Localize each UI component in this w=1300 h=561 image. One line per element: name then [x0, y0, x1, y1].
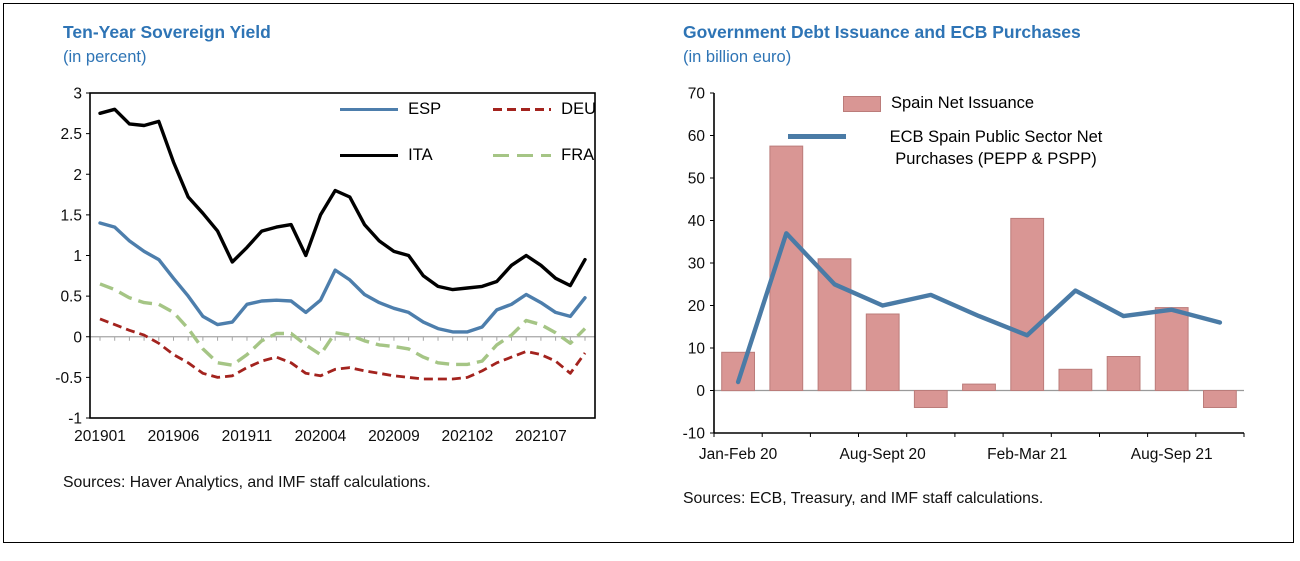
bar-spain-net-issuance [1203, 390, 1237, 408]
issuance-chart-source: Sources: ECB, Treasury, and IMF staff ca… [683, 490, 1044, 507]
issuance-chart-subtitle: (in billion euro) [683, 48, 792, 66]
x-tick-label: Aug-Sep 21 [1131, 446, 1213, 463]
yield-chart-subtitle: (in percent) [63, 48, 147, 66]
yield-chart-source: Sources: Haver Analytics, and IMF staff … [63, 474, 431, 491]
legend-swatch-issuance-icon [843, 95, 881, 112]
x-tick-label: 201906 [148, 428, 200, 445]
series-ita [98, 107, 587, 292]
yield-legend: ESP DEU ITA FRA [340, 100, 596, 165]
yield-plot-area: 3 2.5 2 1.5 1 0.5 0 -0.5 -1 201901 201906 201911 202… [48, 84, 638, 452]
yield-chart: Ten-Year Sovereign Yield (in percent) 3 2… [48, 20, 638, 492]
x-tick-label: Feb-Mar 21 [987, 446, 1067, 463]
legend-item-spain-issuance: Spain Net Issuance [788, 94, 1228, 113]
y-tick-label: 2 [73, 167, 82, 184]
y-tick-label: 50 [688, 171, 706, 188]
y-tick-label: -10 [683, 426, 706, 443]
line-ecb-net-purchases [735, 231, 1223, 385]
legend-line-ita-icon [340, 153, 399, 158]
bar-spain-net-issuance [721, 351, 755, 392]
legend-item-deu: DEU [493, 100, 596, 119]
legend-line-deu-icon [493, 107, 552, 112]
y-tick-label: 30 [688, 256, 706, 273]
y-tick-label: 1 [73, 248, 82, 265]
legend-label-ecb-purchases: ECB Spain Public Sector Net Purchases (P… [889, 128, 1103, 168]
legend-label-ita: ITA [408, 146, 433, 164]
legend-label-spain-issuance: Spain Net Issuance [891, 94, 1035, 112]
y-tick-label: 0 [73, 329, 82, 346]
y-tick-label: 0.5 [60, 289, 82, 306]
x-tick-label: 202102 [442, 428, 494, 445]
bar-spain-net-issuance [817, 258, 852, 392]
x-tick-label: 202009 [368, 428, 420, 445]
y-tick-label: -1 [68, 411, 82, 428]
legend-line-esp-icon [340, 107, 399, 112]
issuance-chart-title: Government Debt Issuance and ECB Purchas… [683, 22, 1081, 42]
y-tick-label: 2.5 [60, 126, 82, 143]
yield-chart-title: Ten-Year Sovereign Yield [63, 22, 271, 42]
y-tick-label: 70 [688, 86, 706, 103]
bar-spain-net-issuance [962, 383, 996, 392]
bar-spain-net-issuance [1010, 217, 1045, 391]
y-tick-label: -0.5 [55, 370, 82, 387]
legend-line-ecb-icon [788, 134, 846, 139]
x-tick-label: Aug-Sept 20 [840, 446, 927, 463]
x-tick-label: 202107 [515, 428, 567, 445]
issuance-legend: Spain Net Issuance ECB Spain Public Sect… [788, 94, 1228, 170]
y-tick-label: 10 [688, 341, 706, 358]
bar-spain-net-issuance [913, 390, 948, 408]
issuance-chart: Government Debt Issuance and ECB Purchas… [668, 20, 1280, 508]
y-tick-label: 60 [688, 128, 706, 145]
y-tick-label: 3 [73, 86, 82, 103]
legend-line-fra-icon [493, 153, 552, 158]
bar-spain-net-issuance [1058, 368, 1093, 392]
x-tick-label: 202004 [295, 428, 347, 445]
y-tick-label: 20 [688, 298, 706, 315]
bar-spain-net-issuance [1154, 307, 1189, 392]
plot-border [89, 92, 596, 419]
series-fra [99, 282, 587, 367]
x-tick-label: 201901 [74, 428, 126, 445]
bar-spain-net-issuance [1106, 356, 1141, 391]
series-esp [98, 221, 587, 334]
legend-label-fra: FRA [561, 146, 595, 164]
series-deu [99, 317, 587, 381]
bar-spain-net-issuance [865, 313, 900, 391]
x-tick-label: 201911 [222, 428, 273, 445]
y-tick-label: 0 [696, 383, 705, 400]
issuance-plot-area: 70 60 50 40 30 20 10 0 -10 Jan-Feb 20 Aug-Sept 20 F… [668, 84, 1280, 468]
bar-spain-net-issuance [769, 145, 804, 391]
y-tick-label: 1.5 [60, 207, 82, 224]
y-tick-label: 40 [688, 213, 706, 230]
legend-item-ita: ITA [340, 146, 441, 165]
legend-label-deu: DEU [561, 100, 596, 118]
legend-item-esp: ESP [340, 100, 441, 119]
legend-item-fra: FRA [493, 146, 596, 165]
legend-label-esp: ESP [408, 100, 442, 118]
issuance-plot-svg: 70 60 50 40 30 20 10 0 -10 Jan-Feb 20 Aug-Sept 20 F… [683, 86, 1245, 463]
legend-item-ecb-purchases: ECB Spain Public Sector Net Purchases (P… [788, 126, 1228, 170]
x-tick-label: Jan-Feb 20 [699, 446, 778, 463]
